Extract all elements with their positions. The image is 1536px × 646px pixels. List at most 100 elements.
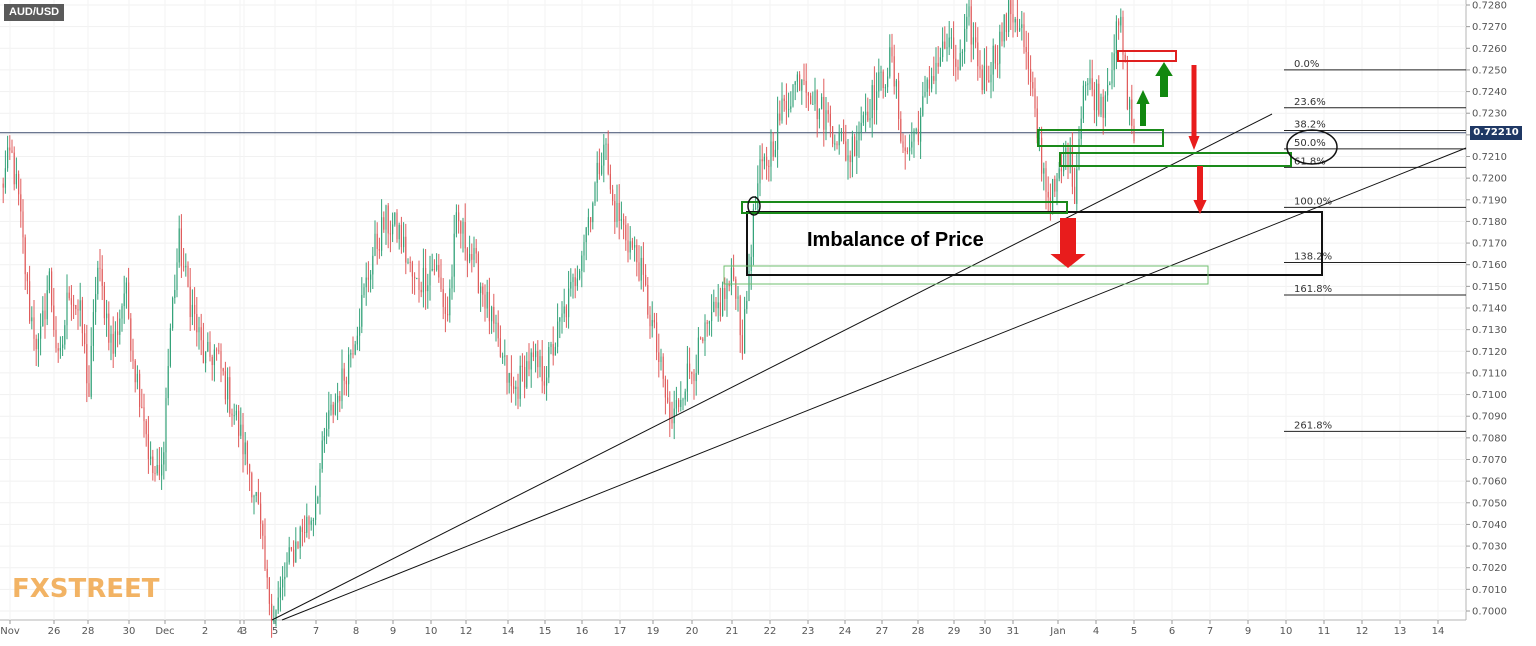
candle-body — [288, 547, 290, 563]
candle-body — [524, 367, 526, 388]
time-tick-label: 16 — [576, 626, 589, 637]
candle-body — [810, 95, 812, 105]
candle-body — [816, 90, 818, 120]
arrow-head — [1136, 90, 1150, 104]
down-arrow-tall — [1188, 65, 1200, 150]
candle-body — [581, 255, 583, 271]
price-tick-label: 0.7250 — [1472, 65, 1507, 76]
price-tick-label: 0.7100 — [1472, 390, 1507, 401]
candle-body — [926, 79, 928, 92]
candle-body — [167, 366, 169, 399]
candle-body — [90, 345, 92, 397]
candle-body — [211, 356, 213, 366]
candle-body — [477, 253, 479, 293]
arrow-shaft — [1140, 104, 1146, 126]
candle-body — [528, 361, 530, 370]
candle-body — [279, 587, 281, 598]
candle-body — [493, 306, 495, 324]
candle-body — [1054, 179, 1056, 192]
candle-body — [198, 327, 200, 333]
price-tick-label: 0.7010 — [1472, 585, 1507, 596]
candle-body — [983, 65, 985, 91]
candle-body — [68, 292, 70, 299]
candle-body — [1133, 125, 1135, 142]
time-tick-label: 6 — [1169, 626, 1175, 637]
candle-body — [970, 6, 972, 45]
candle-body — [189, 286, 191, 318]
candle-body — [1008, 0, 1010, 33]
candle-body — [552, 344, 554, 356]
candle-body — [222, 368, 224, 372]
candle-body — [1087, 83, 1089, 85]
candle-body — [1038, 137, 1040, 139]
candle-body — [867, 111, 869, 121]
time-tick-label: 30 — [123, 626, 136, 637]
price-tick-label: 0.7130 — [1472, 325, 1507, 336]
candle-body — [530, 352, 532, 370]
candle-body — [376, 233, 378, 249]
candle-body — [570, 281, 572, 289]
candle-body — [1016, 19, 1018, 31]
time-tick-label: 9 — [390, 626, 396, 637]
candle-body — [343, 368, 345, 381]
arrow-head — [1193, 200, 1207, 214]
candle-body — [1115, 21, 1117, 54]
candle-body — [583, 242, 585, 256]
candle-body — [812, 103, 814, 105]
candle-body — [475, 248, 477, 254]
price-tick-label: 0.7240 — [1472, 87, 1507, 98]
candle-body — [453, 233, 455, 277]
time-tick-label: 28 — [82, 626, 95, 637]
candle-body — [669, 402, 671, 420]
candle-body — [499, 338, 501, 357]
candle-body — [757, 183, 759, 208]
candle-body — [735, 279, 737, 299]
candle-body — [695, 373, 697, 382]
candle-body — [187, 265, 189, 287]
candle-body — [645, 274, 647, 285]
time-tick-label: 30 — [979, 626, 992, 637]
candle-body — [510, 373, 512, 387]
candle-body — [207, 341, 209, 352]
candle-body — [458, 212, 460, 222]
candle-body — [469, 253, 471, 262]
price-tick-label: 0.7040 — [1472, 520, 1507, 531]
candle-body — [658, 352, 660, 362]
candle-body — [917, 129, 919, 142]
candle-body — [920, 115, 922, 142]
candle-body — [1126, 60, 1128, 110]
candle-body — [642, 257, 644, 275]
candle-body — [924, 91, 926, 97]
candle-body — [733, 267, 735, 280]
candle-body — [176, 262, 178, 291]
candle-body — [363, 287, 365, 296]
candle-body — [964, 28, 966, 52]
candle-body — [671, 419, 673, 424]
candle-body — [748, 270, 750, 301]
candle-body — [374, 233, 376, 256]
candle-body — [722, 287, 724, 316]
candle-body — [502, 356, 504, 358]
candle-body — [579, 270, 581, 279]
candle-body — [55, 329, 57, 349]
candle-body — [620, 219, 622, 221]
candle-body — [328, 410, 330, 429]
arrow-head — [1155, 62, 1173, 76]
candle-body — [728, 284, 730, 287]
candle-body — [937, 62, 939, 67]
candle-body — [1036, 108, 1038, 139]
candle-body — [876, 91, 878, 111]
candle-body — [878, 72, 880, 92]
candle-body — [354, 344, 356, 355]
candle-body — [568, 288, 570, 318]
candle-body — [550, 344, 552, 348]
candle-body — [711, 312, 713, 322]
candle-body — [1043, 168, 1045, 174]
candle-body — [574, 277, 576, 286]
price-tick-label: 0.7210 — [1472, 152, 1507, 163]
candle-body — [86, 344, 88, 384]
candle-body — [161, 464, 163, 476]
candle-body — [1069, 147, 1071, 167]
candle-body — [680, 399, 682, 407]
fib-highlight-ellipse — [1286, 129, 1338, 165]
